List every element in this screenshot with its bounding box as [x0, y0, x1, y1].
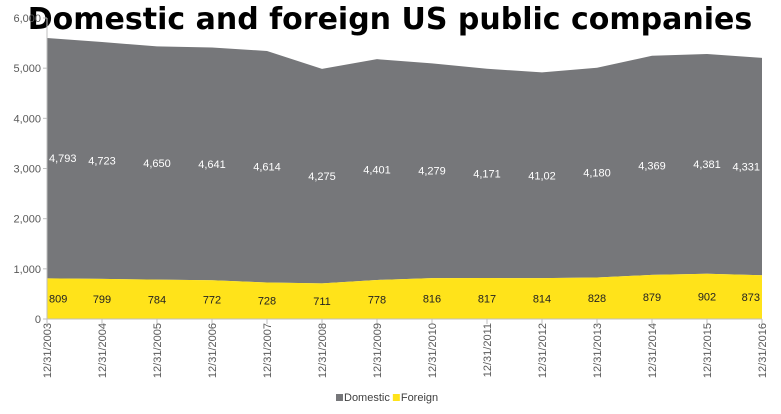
data-label-domestic: 4,331: [732, 162, 760, 174]
data-label-foreign: 816: [423, 294, 441, 306]
y-tick-label: 0: [35, 314, 41, 326]
y-tick-label: 3,000: [13, 164, 41, 176]
data-label-domestic: 4,279: [418, 166, 446, 178]
series-foreign-area: [47, 273, 762, 319]
data-label-domestic: 41,02: [528, 170, 556, 182]
plot-areas: [47, 37, 762, 319]
x-tick-label: 12/31/2009: [372, 323, 384, 378]
x-tick-label: 12/31/2013: [592, 323, 604, 378]
x-tick-label: 12/31/2006: [207, 323, 219, 378]
data-label-domestic: 4,641: [198, 159, 226, 171]
data-label-foreign: 728: [258, 296, 276, 308]
series-domestic-area: [47, 37, 762, 284]
data-label-domestic: 4,723: [88, 155, 116, 167]
legend-label-domestic: Domestic: [344, 392, 390, 404]
data-label-foreign: 817: [478, 294, 496, 306]
y-tick-label: 1,000: [13, 264, 41, 276]
x-tick-label: 12/31/2010: [427, 323, 439, 378]
data-label-domestic: 4,401: [363, 165, 391, 177]
chart-title: Domestic and foreign US public companies: [28, 2, 752, 37]
data-label-domestic: 4,369: [638, 160, 666, 172]
data-label-foreign: 873: [742, 292, 760, 304]
legend: Domestic Foreign: [336, 392, 438, 404]
x-tick-label: 12/31/2012: [537, 323, 549, 378]
data-label-foreign: 772: [203, 295, 221, 307]
data-label-domestic: 4,650: [143, 158, 171, 170]
data-label-foreign: 778: [368, 294, 386, 306]
data-label-foreign: 814: [533, 294, 551, 306]
x-tick-label: 12/31/2004: [97, 323, 109, 378]
x-tick-label: 12/31/2014: [647, 323, 659, 378]
data-labels: 4,793 4,723 4,650 4,641 4,614 4,275 4,401 4,279…: [49, 153, 760, 308]
data-label-foreign: 711: [313, 296, 331, 308]
x-axis: 12/31/2003 12/31/2004 12/31/2005 12/31/2006…: [42, 318, 769, 378]
data-label-domestic: 4,180: [583, 168, 611, 180]
x-tick-label: 12/31/2005: [152, 323, 164, 378]
x-tick-label: 12/31/2003: [42, 323, 54, 378]
y-tick-label: 6,000: [13, 13, 41, 25]
x-tick-label: 12/31/2007: [262, 323, 274, 378]
data-label-domestic: 4,614: [253, 162, 281, 174]
data-label-domestic: 4,171: [473, 168, 501, 180]
data-label-foreign: 809: [49, 294, 67, 306]
data-label-foreign: 902: [698, 291, 716, 303]
legend-label-foreign: Foreign: [401, 392, 438, 404]
data-label-domestic: 4,793: [49, 153, 77, 165]
y-tick-label: 5,000: [13, 63, 41, 75]
x-tick-label: 12/31/2008: [317, 323, 329, 378]
legend-swatch-domestic: [336, 394, 343, 401]
x-tick-label: 12/31/2016: [757, 323, 769, 378]
x-tick-label: 12/31/2011: [482, 323, 494, 377]
data-label-domestic: 4,275: [308, 171, 336, 183]
x-tick-label: 12/31/2015: [702, 323, 714, 378]
data-label-foreign: 879: [643, 292, 661, 304]
data-label-foreign: 828: [588, 293, 606, 305]
y-tick-label: 4,000: [13, 113, 41, 125]
y-tick-label: 2,000: [13, 214, 41, 226]
data-label-foreign: 784: [148, 294, 166, 306]
y-axis: 0 1,000 2,000 3,000 4,000 5,000 6,000: [13, 13, 48, 326]
data-label-domestic: 4,381: [693, 159, 721, 171]
legend-swatch-foreign: [392, 394, 400, 401]
data-label-foreign: 799: [93, 294, 111, 306]
